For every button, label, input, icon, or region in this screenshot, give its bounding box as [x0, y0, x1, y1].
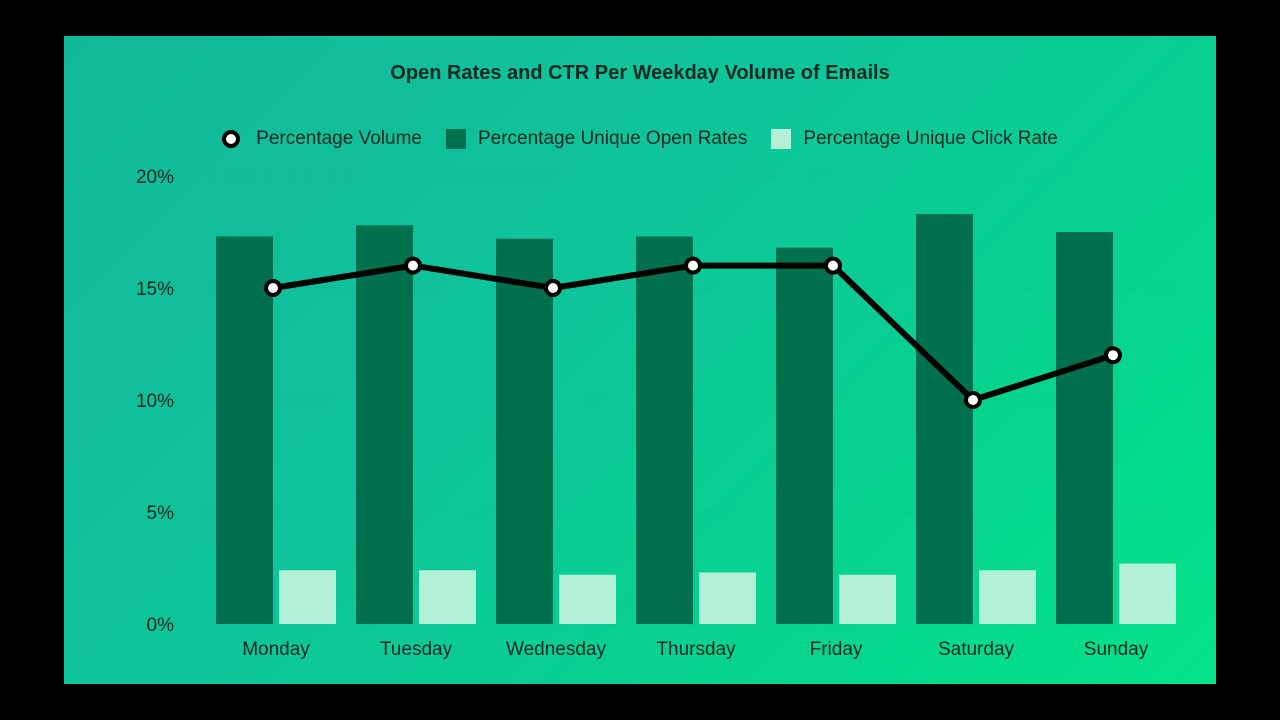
bar-click-rate[interactable]	[979, 570, 1036, 624]
bar-click-rate[interactable]	[419, 570, 476, 624]
bar-open-rate[interactable]	[1056, 232, 1113, 624]
plot-area: 0% 5% 10% 15% 20% Monday Tuesday Wednesday Thurs…	[136, 167, 1184, 660]
volume-point[interactable]	[408, 260, 418, 271]
swatch-icon	[445, 129, 466, 149]
x-tick-label: Thursday	[656, 639, 736, 660]
bar-open-rate[interactable]	[776, 247, 833, 624]
y-tick-label: 20%	[136, 167, 174, 188]
volume-point[interactable]	[688, 260, 698, 271]
chart-panel: Open Rates and CTR Per Weekday Volume of…	[64, 36, 1216, 684]
bar-open-rate[interactable]	[356, 225, 413, 624]
y-tick-label: 5%	[147, 503, 175, 524]
y-tick-label: 10%	[136, 391, 174, 412]
x-tick-label: Sunday	[1084, 639, 1149, 660]
y-tick-label: 15%	[136, 279, 174, 300]
x-tick-label: Monday	[242, 639, 310, 660]
bar-open-rate[interactable]	[216, 236, 273, 625]
bar-open-rate[interactable]	[916, 214, 973, 624]
bar-click-rate[interactable]	[279, 570, 336, 624]
chart-title: Open Rates and CTR Per Weekday Volume of…	[390, 62, 890, 84]
x-tick-label: Friday	[810, 639, 863, 660]
volume-point[interactable]	[828, 260, 838, 271]
line-marker-icon	[222, 130, 241, 148]
volume-point[interactable]	[968, 395, 978, 405]
bar-open-rate[interactable]	[496, 238, 553, 624]
bar-click-rate[interactable]	[1119, 563, 1176, 624]
bar-open-rate[interactable]	[636, 236, 693, 625]
x-tick-label: Tuesday	[380, 639, 453, 660]
volume-point[interactable]	[268, 283, 278, 293]
legend-label: Percentage Volume	[256, 128, 422, 149]
y-tick-label: 0%	[147, 615, 175, 636]
chart-legend: Percentage Volume Percentage Unique Open…	[64, 128, 1216, 150]
bar-click-rate[interactable]	[699, 572, 756, 624]
volume-point[interactable]	[548, 283, 558, 293]
legend-item-click-rate[interactable]: Percentage Unique Click Rate	[771, 128, 1058, 150]
bar-click-rate[interactable]	[559, 574, 616, 624]
bar-click-rate[interactable]	[839, 574, 896, 624]
legend-item-volume[interactable]: Percentage Volume	[222, 128, 422, 150]
swatch-icon	[771, 129, 792, 149]
legend-item-open-rates[interactable]: Percentage Unique Open Rates	[445, 128, 748, 150]
legend-label: Percentage Unique Open Rates	[477, 128, 748, 149]
x-tick-label: Saturday	[938, 639, 1015, 660]
x-tick-label: Wednesday	[506, 639, 606, 660]
legend-label: Percentage Unique Click Rate	[803, 128, 1058, 149]
volume-point[interactable]	[1108, 350, 1118, 361]
